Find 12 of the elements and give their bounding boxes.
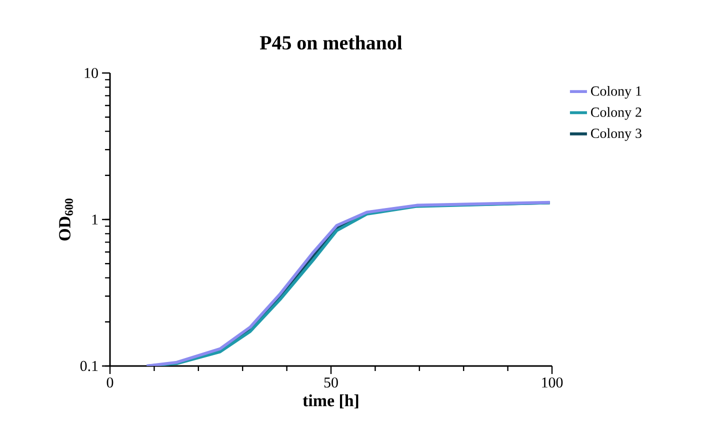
x-tick-label: 50 <box>324 377 338 388</box>
x-tick-label: 100 <box>542 377 563 388</box>
legend-label: Colony 2 <box>591 107 642 120</box>
y-tick-label: 10 <box>84 68 98 78</box>
chart-title: P45 on methanol <box>260 36 402 50</box>
x-tick-label: 0 <box>106 377 114 388</box>
y-tick-label: 1 <box>92 214 98 224</box>
y-tick-label: 0.1 <box>80 360 98 372</box>
y-axis-title: OD$_{600}$ <box>59 198 73 241</box>
x-axis-title: time [h] <box>302 394 358 408</box>
legend-label: Colony 3 <box>591 128 642 141</box>
legend-label: Colony 1 <box>591 86 642 99</box>
